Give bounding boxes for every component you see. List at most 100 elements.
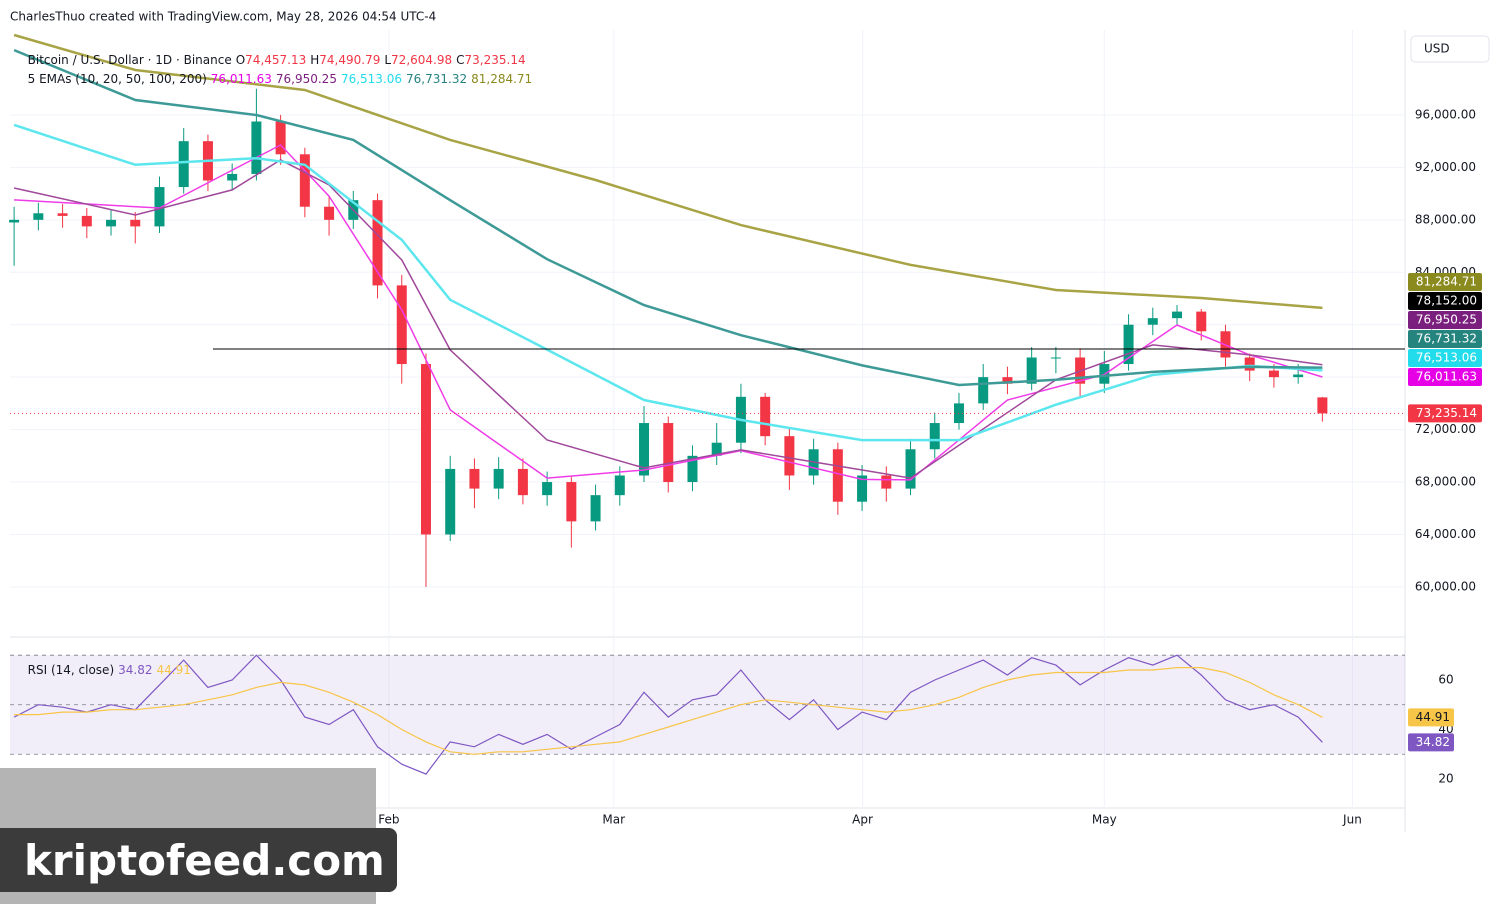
ohlc-key: O <box>235 53 246 67</box>
x-tick-label: Mar <box>602 813 625 827</box>
ohlc-value: 74,490.79 <box>319 53 381 67</box>
candle-body <box>9 219 20 223</box>
price-tag-label: 76,011.63 <box>1416 370 1477 384</box>
ema-values: 76,011.63 76,950.25 76,513.06 76,731.32 81,2… <box>211 72 536 86</box>
candle-body <box>275 121 286 155</box>
price-tag <box>1408 330 1482 349</box>
rsi-tag <box>1408 733 1454 752</box>
indicator: 5 EMAs (10, 20, 50, 100, 200) <box>27 72 207 86</box>
ema-value: 76,731.32 <box>406 72 468 86</box>
price-tag <box>1408 311 1482 330</box>
candle-body <box>566 482 577 522</box>
candle-body <box>1026 357 1037 384</box>
price-tag <box>1408 349 1482 368</box>
price-tag-label: 76,513.06 <box>1416 351 1477 365</box>
rsi-value: 34.82 <box>118 663 153 677</box>
candle-body <box>493 468 504 489</box>
ema-line <box>13 48 1323 387</box>
candle-body <box>251 121 262 174</box>
rsi-value: 44.91 <box>156 663 191 677</box>
legend-rsi: RSI (14, close) 34.82 44.91 <box>20 649 199 677</box>
ohlc-value: 73,235.14 <box>464 53 526 67</box>
candle-body <box>978 377 989 404</box>
candle-body <box>469 468 480 489</box>
y-tick-label: 92,000.00 <box>1415 160 1476 174</box>
candle-body <box>687 455 698 483</box>
candle-body <box>178 141 189 188</box>
x-tick-label: Feb <box>378 813 399 827</box>
ema-line <box>13 123 1323 442</box>
watermark-box <box>0 828 397 892</box>
ema-line <box>13 159 1323 479</box>
rsi-tag-label: 34.82 <box>1416 735 1450 749</box>
price-tag-label: 81,284.71 <box>1416 275 1477 289</box>
candle-body <box>1244 357 1255 371</box>
ohlc: O74,457.13 H74,490.79 L72,604.98 C73,235.14 <box>236 53 530 67</box>
candle-body <box>760 396 771 437</box>
rsi-title: RSI (14, close) <box>27 663 115 677</box>
candle-body <box>542 482 553 496</box>
rsi-tick-label: 20 <box>1438 772 1453 786</box>
ohlc-key: L <box>384 53 392 67</box>
candle-body <box>857 475 868 502</box>
price-tag <box>1408 292 1482 311</box>
price-tag <box>1408 273 1482 292</box>
candle-body <box>445 468 456 535</box>
rsi-tag-label: 44.91 <box>1416 710 1450 724</box>
legend-ema: 5 EMAs (10, 20, 50, 100, 200) 76,011.63 76… <box>20 58 540 86</box>
candle-body <box>33 213 44 220</box>
candle-body <box>299 154 310 207</box>
candle-body <box>1268 370 1279 378</box>
symbol: Bitcoin / U.S. Dollar · 1D · Binance <box>27 53 232 67</box>
candle-body <box>130 219 141 227</box>
ema-value: 76,950.25 <box>275 72 337 86</box>
currency-button[interactable] <box>1410 35 1490 63</box>
candle-body <box>1123 324 1134 365</box>
ohlc-key: C <box>456 53 465 67</box>
ema-value: 76,513.06 <box>340 72 403 86</box>
price-tag-label: 73,235.14 <box>1416 406 1477 420</box>
rsi-line <box>14 667 1323 755</box>
ohlc-value: 72,604.98 <box>391 53 453 67</box>
candle-body <box>517 468 528 496</box>
rsi-values: 34.82 44.91 <box>118 663 195 677</box>
candle-body <box>905 449 916 489</box>
candle-body <box>324 206 335 220</box>
candle-body <box>420 364 431 535</box>
price-tag-label: 76,950.25 <box>1416 313 1477 327</box>
candle-body <box>614 475 625 496</box>
candle-body <box>81 215 92 227</box>
price-tag-label: 76,731.32 <box>1416 332 1477 346</box>
candle-body <box>57 213 68 216</box>
legend-main: Bitcoin / U.S. Dollar · 1D · Binance O74,… <box>20 39 534 67</box>
candle-body <box>154 187 165 227</box>
candle-body <box>1196 311 1207 332</box>
ema-value: 81,284.71 <box>471 72 533 86</box>
candle-body <box>663 423 674 483</box>
y-tick-label: 60,000.00 <box>1415 579 1476 593</box>
y-tick-label: 88,000.00 <box>1415 212 1476 226</box>
candle-body <box>784 436 795 476</box>
candle-body <box>1293 374 1304 378</box>
candle-body <box>639 423 650 476</box>
ema-value: 76,011.63 <box>210 72 272 86</box>
ema-line <box>13 33 1323 310</box>
candle-body <box>1172 311 1183 319</box>
candle-body <box>832 449 843 502</box>
ohlc-key: H <box>310 53 320 67</box>
candle-body <box>106 219 117 227</box>
candle-body <box>590 495 601 522</box>
candle-body <box>1050 357 1061 359</box>
x-tick-label: Jun <box>1342 813 1362 827</box>
y-tick-label: 96,000.00 <box>1415 107 1476 121</box>
candle-body <box>227 173 238 181</box>
candle-body <box>372 200 383 286</box>
ohlc-value: 74,457.13 <box>245 53 307 67</box>
rsi-tick-label: 60 <box>1438 672 1453 686</box>
currency[interactable]: USD <box>1424 42 1450 56</box>
candle-body <box>929 423 940 450</box>
candle-body <box>711 442 722 456</box>
candle-body <box>396 285 407 365</box>
y-tick-label: 64,000.00 <box>1415 527 1476 541</box>
